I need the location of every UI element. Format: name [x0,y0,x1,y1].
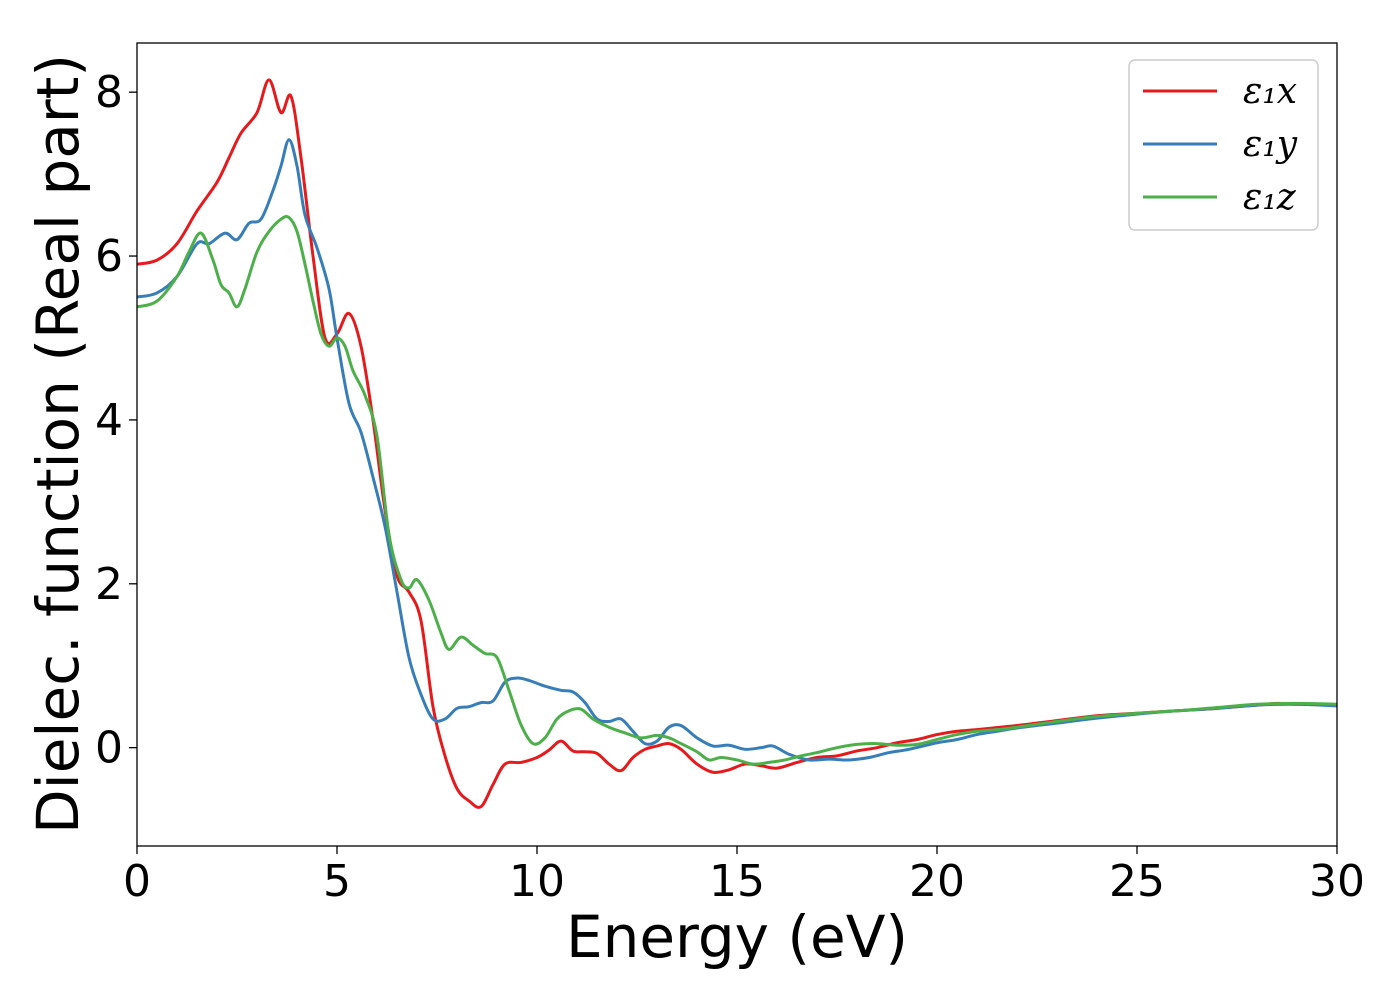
y-tick-label: 8 [95,67,123,118]
legend-label-y: ε₁y [1243,124,1298,165]
series-layer [137,78,1337,809]
x-tick-label: 5 [323,856,351,907]
y-tick-label: 2 [95,559,123,610]
legend-label-x: ε₁x [1243,71,1297,112]
x-tick-label: 0 [123,856,151,907]
y-tick-label: 6 [95,231,123,282]
x-axis-ticks: 0 5 10 15 20 25 30 [123,846,1365,907]
x-tick-label: 10 [509,856,565,907]
series-line-y [137,138,1337,762]
y-axis-ticks: 0 2 4 6 8 [95,67,137,774]
legend: ε₁x ε₁y ε₁z [1128,59,1319,231]
legend-label-z: ε₁z [1243,177,1297,218]
series-line-z [137,215,1337,766]
x-tick-label: 15 [709,856,765,907]
x-axis-label: Energy (eV) [566,903,908,971]
x-tick-label: 30 [1309,856,1365,907]
legend-box [1128,59,1319,231]
x-tick-label: 25 [1109,856,1165,907]
series-line-x [137,78,1337,809]
x-tick-label: 20 [909,856,965,907]
y-axis-label: Dielec. function (Real part) [24,54,92,834]
y-tick-label: 0 [95,723,123,774]
y-tick-label: 4 [95,395,123,446]
